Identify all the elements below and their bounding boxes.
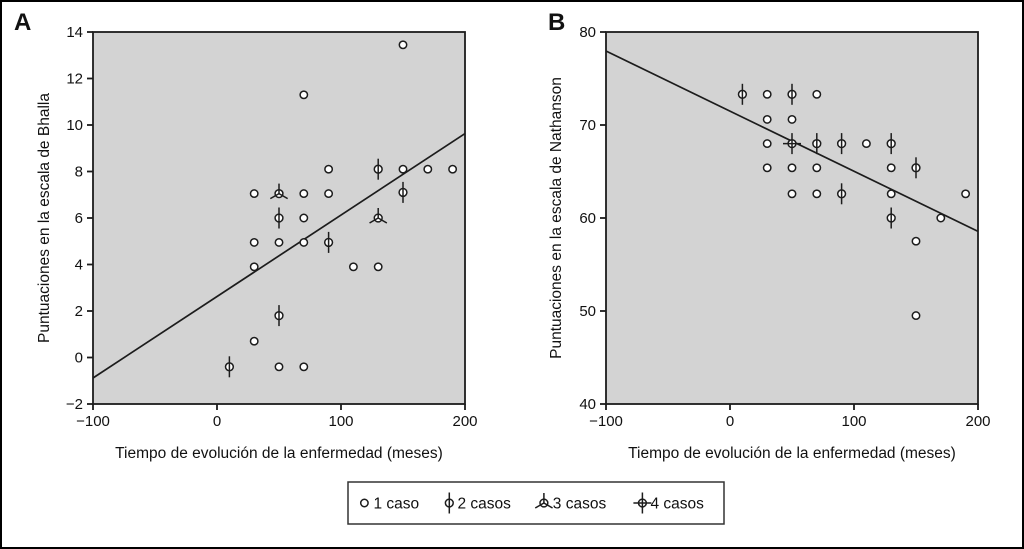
svg-text:4 casos: 4 casos	[651, 495, 705, 512]
svg-text:0: 0	[213, 413, 221, 430]
svg-text:100: 100	[841, 413, 866, 430]
svg-text:3 casos: 3 casos	[553, 495, 607, 512]
svg-text:Puntuaciones en la escala de B: Puntuaciones en la escala de Bhalla	[36, 93, 53, 343]
svg-text:0: 0	[75, 350, 83, 367]
svg-text:40: 40	[579, 396, 596, 413]
svg-text:14: 14	[66, 24, 83, 41]
svg-text:10: 10	[66, 117, 83, 134]
svg-text:200: 200	[452, 413, 477, 430]
svg-text:60: 60	[579, 210, 596, 227]
svg-text:Tiempo de evolución de la enfe: Tiempo de evolución de la enfermedad (me…	[115, 445, 443, 462]
svg-text:Puntuaciones en la escala de N: Puntuaciones en la escala de Nathanson	[548, 77, 565, 359]
svg-text:−100: −100	[589, 413, 623, 430]
svg-text:2 casos: 2 casos	[458, 495, 512, 512]
svg-text:−2: −2	[66, 396, 83, 413]
svg-text:−100: −100	[76, 413, 110, 430]
svg-text:A: A	[14, 9, 31, 36]
svg-text:0: 0	[726, 413, 734, 430]
svg-text:70: 70	[579, 117, 596, 134]
svg-text:100: 100	[328, 413, 353, 430]
svg-text:50: 50	[579, 303, 596, 320]
svg-text:12: 12	[66, 71, 83, 88]
svg-text:2: 2	[75, 303, 83, 320]
svg-text:B: B	[548, 9, 565, 36]
svg-text:6: 6	[75, 210, 83, 227]
svg-text:8: 8	[75, 164, 83, 181]
svg-text:80: 80	[579, 24, 596, 41]
svg-text:1 caso: 1 caso	[374, 495, 420, 512]
svg-text:4: 4	[75, 257, 83, 274]
svg-text:Tiempo de evolución de la enfe: Tiempo de evolución de la enfermedad (me…	[628, 445, 956, 462]
svg-text:200: 200	[965, 413, 990, 430]
